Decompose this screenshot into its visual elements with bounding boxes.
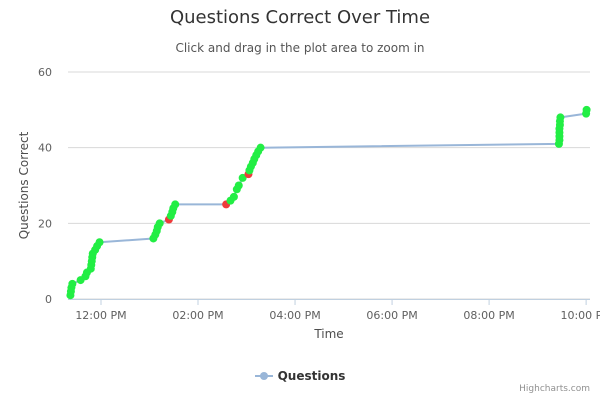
data-point-correct[interactable] <box>582 105 591 114</box>
series-questions <box>66 105 591 300</box>
x-tick-label: 02:00 PM <box>172 309 223 322</box>
y-axis: 0 20 40 60 <box>38 66 52 306</box>
data-point-correct[interactable] <box>155 219 164 228</box>
x-tick-label: 04:00 PM <box>269 309 320 322</box>
y-tick-label: 0 <box>45 293 52 306</box>
data-point-correct[interactable] <box>95 238 104 247</box>
chart-subtitle: Click and drag in the plot area to zoom … <box>175 41 425 55</box>
credits-link[interactable]: Highcharts.com <box>519 384 590 394</box>
x-tick-label: 12:00 PM <box>75 309 126 322</box>
grid-lines <box>68 71 590 300</box>
y-axis-title: Questions Correct <box>17 131 31 239</box>
data-point-correct[interactable] <box>68 279 77 288</box>
x-tick-label: 10:00 PM <box>560 309 600 322</box>
data-point-correct[interactable] <box>556 113 565 122</box>
data-point-correct[interactable] <box>256 143 265 152</box>
x-axis: 12:00 PM 02:00 PM 04:00 PM 06:00 PM 08:00 PM… <box>68 299 600 322</box>
data-point-correct[interactable] <box>238 173 247 182</box>
y-tick-label: 60 <box>38 66 52 79</box>
data-point-correct[interactable] <box>171 200 180 209</box>
legend: Questions <box>0 369 600 383</box>
series-line <box>69 109 588 296</box>
data-point-correct[interactable] <box>229 192 238 201</box>
legend-item-questions[interactable]: Questions <box>254 369 346 383</box>
legend-label: Questions <box>277 369 346 383</box>
y-tick-label: 20 <box>38 217 52 230</box>
x-axis-title: Time <box>313 327 343 341</box>
x-tick-label: 08:00 PM <box>463 309 514 322</box>
data-point-correct[interactable] <box>234 181 243 190</box>
chart-title: Questions Correct Over Time <box>169 7 431 28</box>
legend-line-marker-icon <box>254 371 273 381</box>
x-tick-label: 06:00 PM <box>366 309 417 322</box>
y-tick-label: 40 <box>38 142 52 155</box>
